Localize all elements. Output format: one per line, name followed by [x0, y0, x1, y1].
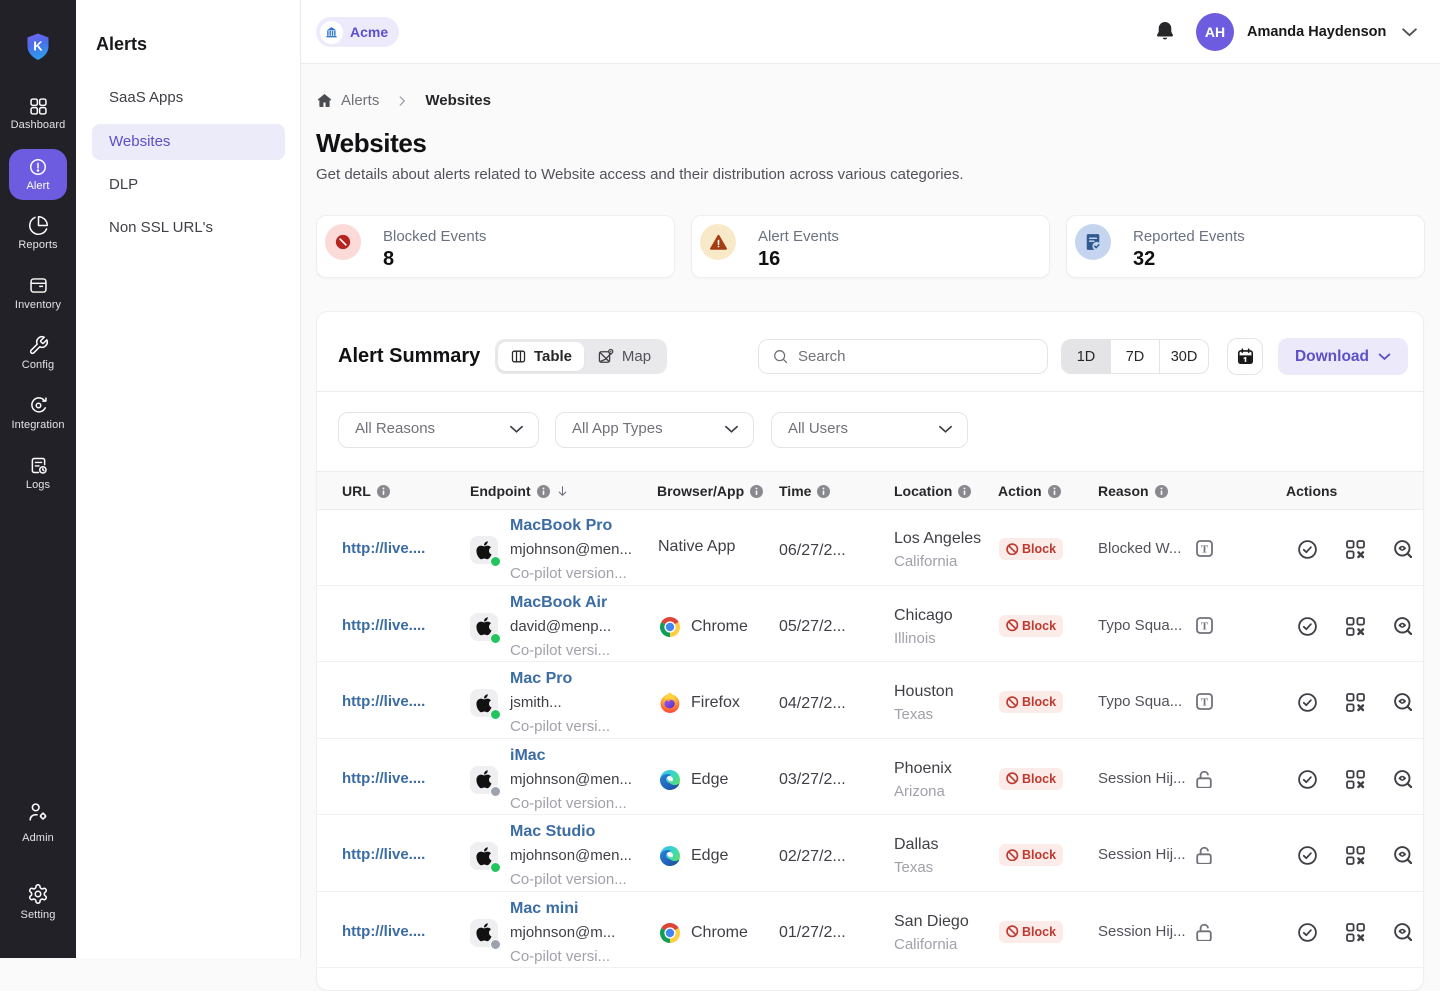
- svg-text:K: K: [33, 39, 43, 54]
